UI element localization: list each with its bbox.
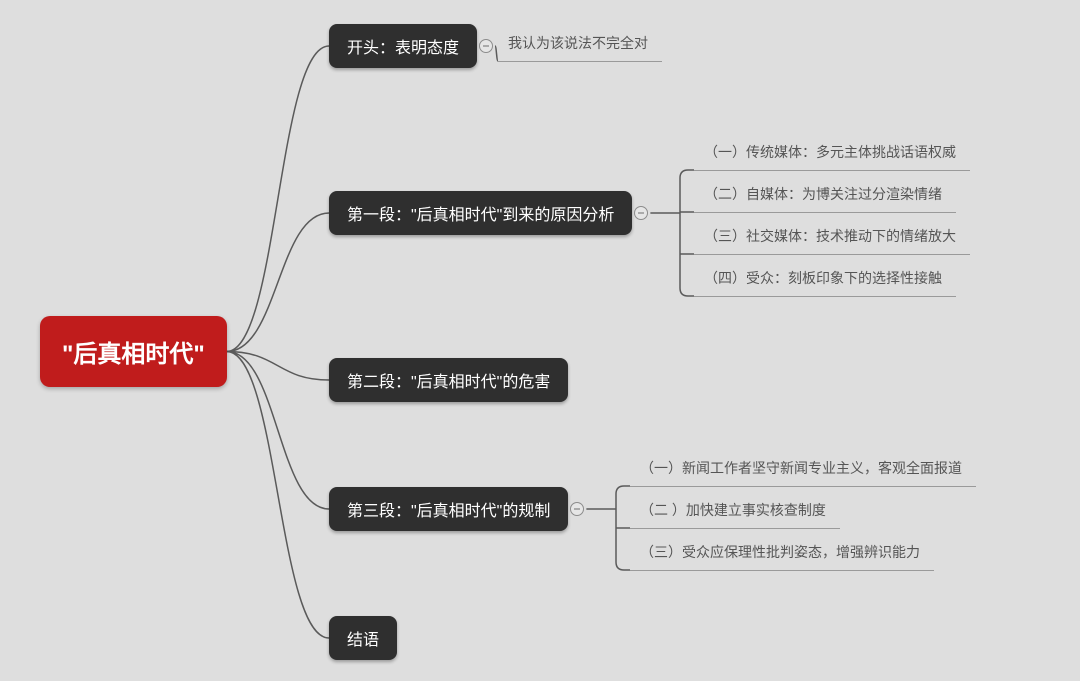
leaf-label: （三）社交媒体：技术推动下的情绪放大	[704, 228, 956, 244]
branch-intro[interactable]: 开头：表明态度	[329, 24, 477, 68]
leaf-node[interactable]: （三）社交媒体：技术推动下的情绪放大	[694, 220, 970, 255]
collapse-handle[interactable]	[479, 39, 493, 53]
branch-section-2[interactable]: 第二段："后真相时代"的危害	[329, 358, 568, 402]
leaf-node[interactable]: （三）受众应保理性批判姿态，增强辨识能力	[630, 536, 934, 571]
leaf-node[interactable]: （四）受众：刻板印象下的选择性接触	[694, 262, 956, 297]
leaf-label: （四）受众：刻板印象下的选择性接触	[704, 270, 942, 286]
leaf-node[interactable]: （二 ）加快建立事实核查制度	[630, 494, 840, 529]
leaf-label: （二 ）加快建立事实核查制度	[640, 502, 826, 518]
branch-label: 第一段："后真相时代"到来的原因分析	[347, 207, 614, 224]
leaf-label: （一）新闻工作者坚守新闻专业主义，客观全面报道	[640, 460, 962, 476]
leaf-label: （一）传统媒体：多元主体挑战话语权威	[704, 144, 956, 160]
leaf-label: 我认为该说法不完全对	[508, 35, 648, 51]
branch-section-1[interactable]: 第一段："后真相时代"到来的原因分析	[329, 191, 632, 235]
mindmap-canvas: "后真相时代" 开头：表明态度 第一段："后真相时代"到来的原因分析 第二段："…	[0, 0, 1080, 681]
branch-label: 第二段："后真相时代"的危害	[347, 374, 550, 391]
branch-section-3[interactable]: 第三段："后真相时代"的规制	[329, 487, 568, 531]
collapse-handle[interactable]	[634, 206, 648, 220]
branch-label: 开头：表明态度	[347, 40, 459, 57]
leaf-node[interactable]: （二）自媒体：为博关注过分渲染情绪	[694, 178, 956, 213]
branch-label: 结语	[347, 632, 379, 649]
leaf-node[interactable]: 我认为该说法不完全对	[498, 27, 662, 62]
root-node[interactable]: "后真相时代"	[40, 316, 227, 387]
collapse-handle[interactable]	[570, 502, 584, 516]
leaf-node[interactable]: （一）传统媒体：多元主体挑战话语权威	[694, 136, 970, 171]
branch-label: 第三段："后真相时代"的规制	[347, 503, 550, 520]
leaf-label: （二）自媒体：为博关注过分渲染情绪	[704, 186, 942, 202]
leaf-label: （三）受众应保理性批判姿态，增强辨识能力	[640, 544, 920, 560]
root-label: "后真相时代"	[62, 341, 205, 368]
leaf-node[interactable]: （一）新闻工作者坚守新闻专业主义，客观全面报道	[630, 452, 976, 487]
branch-conclusion[interactable]: 结语	[329, 616, 397, 660]
